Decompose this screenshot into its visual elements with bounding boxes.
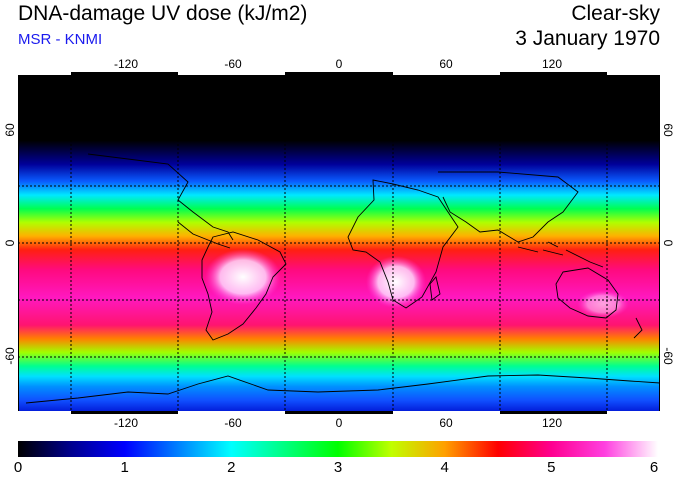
chart-title: DNA-damage UV dose (kJ/m2) xyxy=(18,2,308,25)
graticule xyxy=(18,72,660,414)
coast-africa xyxy=(347,179,459,309)
lon-label-bottom: -120 xyxy=(113,416,139,430)
lon-label-top: 120 xyxy=(541,57,563,71)
sky-mode-label: Clear-sky xyxy=(571,2,660,25)
uv-dose-map[interactable] xyxy=(18,72,660,414)
lat-label-right: -60 xyxy=(661,347,675,365)
coast-australia xyxy=(555,267,619,319)
lat-label-left: 60 xyxy=(3,123,17,137)
colorbar-label: 3 xyxy=(333,459,343,476)
coast-asia xyxy=(438,171,579,243)
coast-indonesia xyxy=(517,241,604,268)
colorbar xyxy=(18,441,658,457)
coast-antarctica xyxy=(25,374,660,404)
lat-label-right: 60 xyxy=(661,123,675,137)
coast-new-zealand xyxy=(633,317,643,339)
colorbar-gradient xyxy=(18,441,658,457)
lat-label-left: -60 xyxy=(3,347,17,365)
lon-label-bottom: 60 xyxy=(439,416,453,430)
coast-north-america xyxy=(87,153,234,241)
lon-label-top: -60 xyxy=(224,57,242,71)
lon-label-top: -120 xyxy=(113,57,139,71)
colorbar-label: 2 xyxy=(227,459,236,476)
map-border-scale xyxy=(18,72,660,414)
colorbar-label: 0 xyxy=(13,459,23,476)
uv-maximum-south-america xyxy=(205,249,281,305)
colorbar-label: 6 xyxy=(649,459,659,476)
coastlines xyxy=(25,153,660,404)
date-label: 3 January 1970 xyxy=(515,27,660,50)
credit-label: MSR - KNMI xyxy=(18,31,103,48)
colorbar-label: 5 xyxy=(547,459,556,476)
lat-label-right: 0 xyxy=(661,239,675,247)
coast-central-america xyxy=(177,221,231,249)
uv-maximum-australia xyxy=(577,290,629,318)
lon-label-top: 0 xyxy=(335,57,343,71)
lon-label-top: 60 xyxy=(439,57,453,71)
coast-south-america xyxy=(201,231,287,341)
lat-label-left: 0 xyxy=(3,239,17,247)
colorbar-label: 4 xyxy=(440,459,449,476)
colorbar-label: 1 xyxy=(120,459,129,476)
lon-label-bottom: 0 xyxy=(335,416,343,430)
lon-label-bottom: 120 xyxy=(541,416,563,430)
lon-label-bottom: -60 xyxy=(224,416,242,430)
uv-maximum-africa xyxy=(366,256,426,308)
coast-madagascar xyxy=(429,276,441,301)
